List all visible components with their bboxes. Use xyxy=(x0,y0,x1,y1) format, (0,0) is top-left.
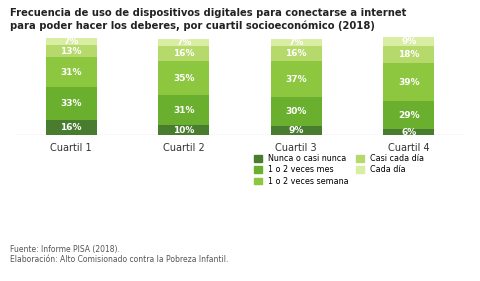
Text: 16%: 16% xyxy=(286,49,307,58)
Bar xyxy=(46,119,96,135)
Text: 18%: 18% xyxy=(398,50,420,59)
Bar xyxy=(158,39,209,46)
Text: 35%: 35% xyxy=(173,74,194,83)
Text: 33%: 33% xyxy=(60,99,82,108)
Bar xyxy=(271,126,322,135)
Legend: Nunca o casi nunca, 1 o 2 veces mes, 1 o 2 veces semana, Casi cada día, Cada día: Nunca o casi nunca, 1 o 2 veces mes, 1 o… xyxy=(251,151,427,189)
Text: 7%: 7% xyxy=(63,37,79,46)
Text: 31%: 31% xyxy=(173,106,194,115)
Text: Cuartil 4: Cuartil 4 xyxy=(388,143,430,153)
Text: 6%: 6% xyxy=(401,128,416,137)
Text: 9%: 9% xyxy=(288,126,304,135)
Text: 16%: 16% xyxy=(173,49,194,58)
Bar xyxy=(271,97,322,126)
Text: 7%: 7% xyxy=(288,38,304,47)
Text: Cuartil 3: Cuartil 3 xyxy=(276,143,317,153)
Bar xyxy=(158,61,209,95)
Bar xyxy=(384,101,434,129)
Bar xyxy=(271,46,322,61)
Bar xyxy=(158,125,209,135)
Text: 10%: 10% xyxy=(173,126,194,135)
Text: 39%: 39% xyxy=(398,78,420,87)
Text: 30%: 30% xyxy=(286,107,307,116)
Bar xyxy=(46,57,96,87)
Text: Cuartil 1: Cuartil 1 xyxy=(50,143,92,153)
Bar xyxy=(384,37,434,46)
Text: Fuente: Informe PISA (2018).
Elaboración: Alto Comisionado contra la Pobreza Inf: Fuente: Informe PISA (2018). Elaboración… xyxy=(10,245,228,264)
Bar xyxy=(384,46,434,63)
Text: 29%: 29% xyxy=(398,111,420,120)
Text: 37%: 37% xyxy=(286,75,307,84)
Bar xyxy=(271,61,322,97)
Bar xyxy=(46,38,96,45)
Text: Frecuencia de uso de dispositivos digitales para conectarse a internet
para pode: Frecuencia de uso de dispositivos digita… xyxy=(10,8,406,31)
Bar xyxy=(46,45,96,57)
Text: 13%: 13% xyxy=(60,47,82,56)
Text: 7%: 7% xyxy=(176,38,192,47)
Text: 16%: 16% xyxy=(60,123,82,132)
Text: 31%: 31% xyxy=(60,68,82,77)
Bar xyxy=(271,39,322,46)
Bar xyxy=(384,63,434,101)
Bar xyxy=(158,95,209,125)
Bar xyxy=(46,87,96,119)
Bar xyxy=(158,46,209,61)
Text: Cuartil 2: Cuartil 2 xyxy=(163,143,204,153)
Text: 9%: 9% xyxy=(401,37,417,46)
Bar xyxy=(384,129,434,135)
